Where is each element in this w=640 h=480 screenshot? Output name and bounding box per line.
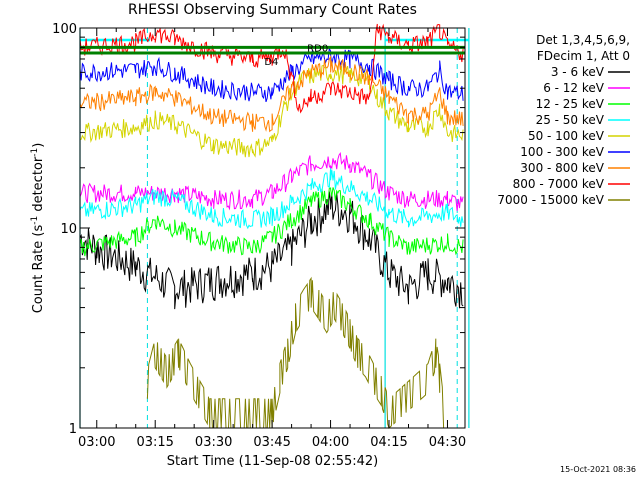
x-axis-label: Start Time (11-Sep-08 02:55:42) [166, 454, 379, 469]
x-tick-label: 04:30 [429, 435, 466, 450]
chart-title: RHESSI Observing Summary Count Rates [128, 2, 417, 18]
y-tick-label: 10 [60, 222, 77, 237]
series-line [79, 23, 464, 114]
y-axis-label-part: detector [31, 156, 46, 216]
y-axis-label-part: -1 [30, 216, 40, 225]
legend-label: 3 - 6 keV [551, 65, 605, 79]
x-tick-label: 03:15 [136, 435, 173, 450]
y-axis-label-part: -1 [30, 148, 40, 157]
legend-label: 7000 - 15000 keV [497, 193, 604, 207]
x-tick-label: 03:45 [253, 435, 290, 450]
series-line [79, 151, 464, 211]
legend-header: FDecim 1, Att 0 [537, 49, 630, 63]
legend-label: 6 - 12 keV [543, 81, 605, 95]
y-tick-label: 1 [69, 422, 77, 437]
x-tick-label: 03:00 [78, 435, 115, 450]
legend-label: 50 - 100 keV [528, 129, 605, 143]
series-line [79, 64, 464, 158]
series-line [79, 168, 464, 230]
legend-label: 25 - 50 keV [536, 113, 605, 127]
series-line [79, 54, 464, 133]
series-line [146, 276, 445, 429]
series-line [79, 46, 464, 103]
legend-header: Det 1,3,4,5,6,9, [536, 33, 630, 47]
x-tick-label: 04:15 [370, 435, 407, 450]
y-axis-label-part: Count Rate (s [31, 225, 46, 314]
x-tick-label: 03:30 [195, 435, 232, 450]
flag-label-rd0: RD0 [307, 43, 328, 54]
y-axis-label-part: ) [31, 143, 46, 148]
legend-label: 12 - 25 keV [536, 97, 605, 111]
series-line [79, 191, 464, 310]
flag-label-d4: D4 [264, 57, 278, 68]
y-axis-label: Count Rate (s-1 detector-1) [30, 143, 46, 314]
series-line [79, 187, 464, 257]
y-tick-label: 100 [52, 22, 77, 37]
legend-label: 100 - 300 keV [520, 145, 604, 159]
legend-label: 800 - 7000 keV [513, 177, 605, 191]
footer-timestamp: 15-Oct-2021 08:36 [560, 465, 636, 474]
legend-label: 300 - 800 keV [520, 161, 604, 175]
x-tick-label: 04:00 [312, 435, 349, 450]
